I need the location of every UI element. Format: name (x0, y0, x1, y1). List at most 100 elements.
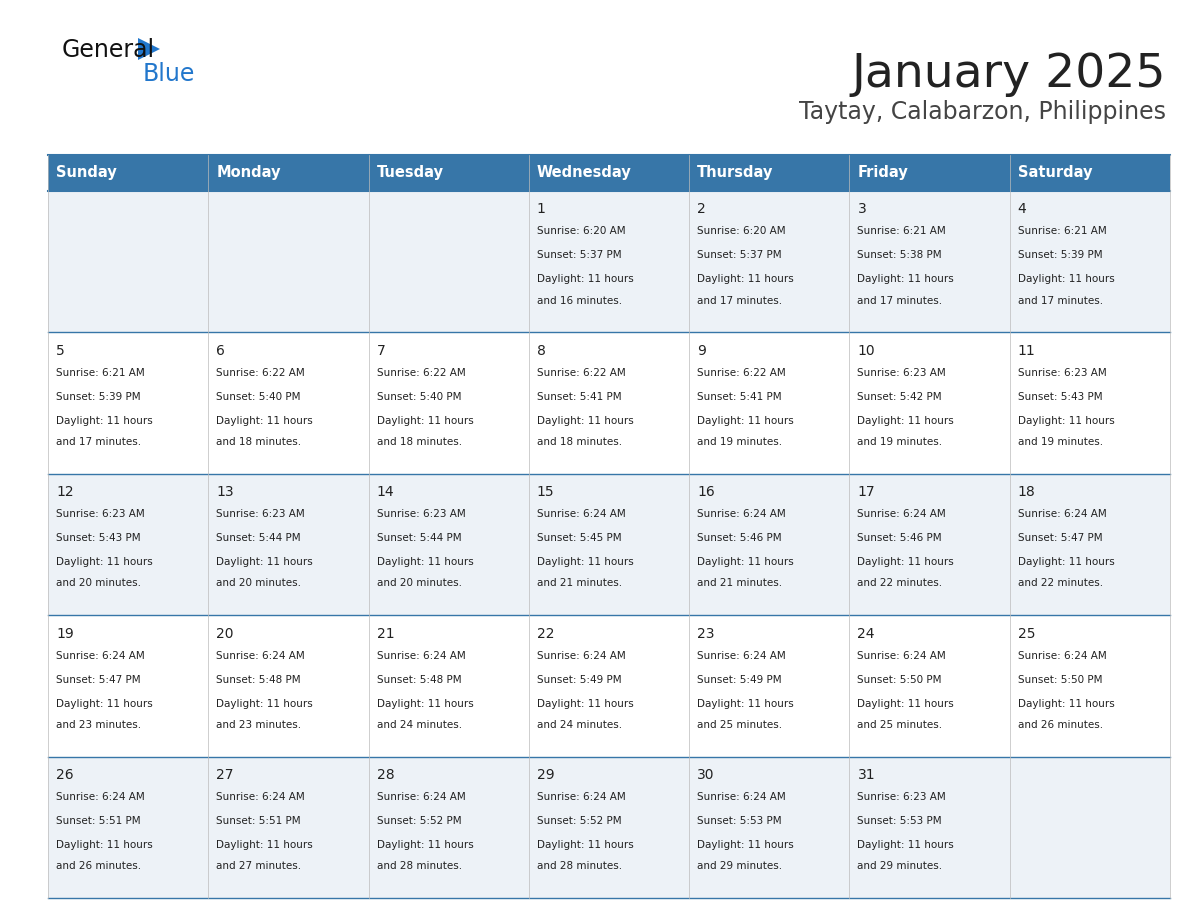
Polygon shape (138, 38, 160, 60)
Text: and 18 minutes.: and 18 minutes. (377, 437, 462, 447)
Text: Sunrise: 6:23 AM: Sunrise: 6:23 AM (1018, 368, 1106, 377)
Text: and 29 minutes.: and 29 minutes. (697, 861, 782, 871)
Text: Sunrise: 6:23 AM: Sunrise: 6:23 AM (377, 509, 466, 520)
Text: and 19 minutes.: and 19 minutes. (697, 437, 782, 447)
Text: and 25 minutes.: and 25 minutes. (697, 720, 782, 730)
Text: Sunset: 5:46 PM: Sunset: 5:46 PM (697, 533, 782, 543)
Text: Daylight: 11 hours: Daylight: 11 hours (377, 416, 473, 426)
Bar (208, 756, 368, 898)
Text: 23: 23 (697, 626, 715, 641)
Text: and 27 minutes.: and 27 minutes. (216, 861, 302, 871)
Text: Sunrise: 6:24 AM: Sunrise: 6:24 AM (537, 792, 626, 802)
Text: Daylight: 11 hours: Daylight: 11 hours (537, 699, 633, 709)
Bar (1010, 191, 1170, 332)
Text: Daylight: 11 hours: Daylight: 11 hours (1018, 274, 1114, 285)
Text: and 25 minutes.: and 25 minutes. (858, 720, 942, 730)
Text: Sunset: 5:48 PM: Sunset: 5:48 PM (377, 675, 461, 685)
Text: Sunrise: 6:21 AM: Sunrise: 6:21 AM (858, 227, 946, 236)
Bar (689, 756, 849, 898)
Text: Sunset: 5:43 PM: Sunset: 5:43 PM (56, 533, 140, 543)
Text: Daylight: 11 hours: Daylight: 11 hours (1018, 557, 1114, 567)
Text: 28: 28 (377, 768, 394, 782)
Text: Daylight: 11 hours: Daylight: 11 hours (537, 557, 633, 567)
Text: Daylight: 11 hours: Daylight: 11 hours (697, 557, 794, 567)
Text: and 26 minutes.: and 26 minutes. (56, 861, 141, 871)
Bar (368, 332, 529, 474)
Text: and 17 minutes.: and 17 minutes. (56, 437, 141, 447)
Text: Blue: Blue (143, 62, 195, 86)
Text: Daylight: 11 hours: Daylight: 11 hours (216, 840, 314, 850)
Text: and 28 minutes.: and 28 minutes. (537, 861, 623, 871)
Text: and 28 minutes.: and 28 minutes. (377, 861, 462, 871)
Text: Sunrise: 6:24 AM: Sunrise: 6:24 AM (697, 651, 786, 661)
Text: Daylight: 11 hours: Daylight: 11 hours (1018, 416, 1114, 426)
Text: Sunset: 5:45 PM: Sunset: 5:45 PM (537, 533, 621, 543)
Text: 10: 10 (858, 343, 876, 358)
Text: Sunset: 5:39 PM: Sunset: 5:39 PM (1018, 251, 1102, 261)
Text: and 20 minutes.: and 20 minutes. (56, 578, 141, 588)
Text: 2: 2 (697, 202, 706, 217)
Text: Tuesday: Tuesday (377, 165, 443, 181)
Text: 6: 6 (216, 343, 226, 358)
Bar (48, 155, 208, 191)
Text: Sunset: 5:51 PM: Sunset: 5:51 PM (216, 816, 301, 826)
Text: Sunset: 5:46 PM: Sunset: 5:46 PM (858, 533, 942, 543)
Text: Sunrise: 6:24 AM: Sunrise: 6:24 AM (1018, 651, 1106, 661)
Text: Daylight: 11 hours: Daylight: 11 hours (697, 840, 794, 850)
Text: Sunrise: 6:24 AM: Sunrise: 6:24 AM (377, 792, 466, 802)
Text: Sunset: 5:40 PM: Sunset: 5:40 PM (216, 392, 301, 402)
Text: Thursday: Thursday (697, 165, 773, 181)
Text: Daylight: 11 hours: Daylight: 11 hours (858, 840, 954, 850)
Text: Sunrise: 6:24 AM: Sunrise: 6:24 AM (216, 792, 305, 802)
Text: Sunset: 5:39 PM: Sunset: 5:39 PM (56, 392, 140, 402)
Text: 18: 18 (1018, 485, 1036, 499)
Bar (208, 191, 368, 332)
Text: and 23 minutes.: and 23 minutes. (216, 720, 302, 730)
Text: Daylight: 11 hours: Daylight: 11 hours (858, 699, 954, 709)
Bar (48, 191, 208, 332)
Text: Sunset: 5:48 PM: Sunset: 5:48 PM (216, 675, 301, 685)
Text: 17: 17 (858, 485, 876, 499)
Bar (1010, 615, 1170, 756)
Text: Sunrise: 6:22 AM: Sunrise: 6:22 AM (537, 368, 626, 377)
Text: 27: 27 (216, 768, 234, 782)
Text: Sunset: 5:37 PM: Sunset: 5:37 PM (697, 251, 782, 261)
Text: Sunrise: 6:24 AM: Sunrise: 6:24 AM (537, 509, 626, 520)
Text: Sunset: 5:44 PM: Sunset: 5:44 PM (216, 533, 301, 543)
Text: Sunrise: 6:24 AM: Sunrise: 6:24 AM (216, 651, 305, 661)
Text: Sunset: 5:53 PM: Sunset: 5:53 PM (697, 816, 782, 826)
Text: and 20 minutes.: and 20 minutes. (216, 578, 302, 588)
Text: Sunset: 5:47 PM: Sunset: 5:47 PM (56, 675, 140, 685)
Text: Daylight: 11 hours: Daylight: 11 hours (858, 557, 954, 567)
Text: and 21 minutes.: and 21 minutes. (697, 578, 782, 588)
Text: Sunrise: 6:22 AM: Sunrise: 6:22 AM (216, 368, 305, 377)
Text: Sunset: 5:49 PM: Sunset: 5:49 PM (537, 675, 621, 685)
Text: Sunrise: 6:24 AM: Sunrise: 6:24 AM (56, 792, 145, 802)
Text: and 23 minutes.: and 23 minutes. (56, 720, 141, 730)
Bar (1010, 474, 1170, 615)
Bar (689, 615, 849, 756)
Bar (529, 191, 689, 332)
Bar (48, 756, 208, 898)
Text: Daylight: 11 hours: Daylight: 11 hours (537, 274, 633, 285)
Text: Monday: Monday (216, 165, 280, 181)
Bar (368, 155, 529, 191)
Text: Daylight: 11 hours: Daylight: 11 hours (56, 699, 153, 709)
Bar (849, 191, 1010, 332)
Bar (849, 155, 1010, 191)
Text: Sunrise: 6:24 AM: Sunrise: 6:24 AM (858, 651, 946, 661)
Bar (368, 474, 529, 615)
Text: Sunrise: 6:21 AM: Sunrise: 6:21 AM (1018, 227, 1106, 236)
Text: 9: 9 (697, 343, 706, 358)
Text: Sunset: 5:52 PM: Sunset: 5:52 PM (537, 816, 621, 826)
Text: Sunset: 5:40 PM: Sunset: 5:40 PM (377, 392, 461, 402)
Bar (48, 332, 208, 474)
Text: and 21 minutes.: and 21 minutes. (537, 578, 623, 588)
Bar (689, 191, 849, 332)
Text: and 19 minutes.: and 19 minutes. (858, 437, 942, 447)
Text: Sunset: 5:53 PM: Sunset: 5:53 PM (858, 816, 942, 826)
Text: 24: 24 (858, 626, 874, 641)
Text: Sunset: 5:50 PM: Sunset: 5:50 PM (1018, 675, 1102, 685)
Text: Sunrise: 6:21 AM: Sunrise: 6:21 AM (56, 368, 145, 377)
Bar (48, 474, 208, 615)
